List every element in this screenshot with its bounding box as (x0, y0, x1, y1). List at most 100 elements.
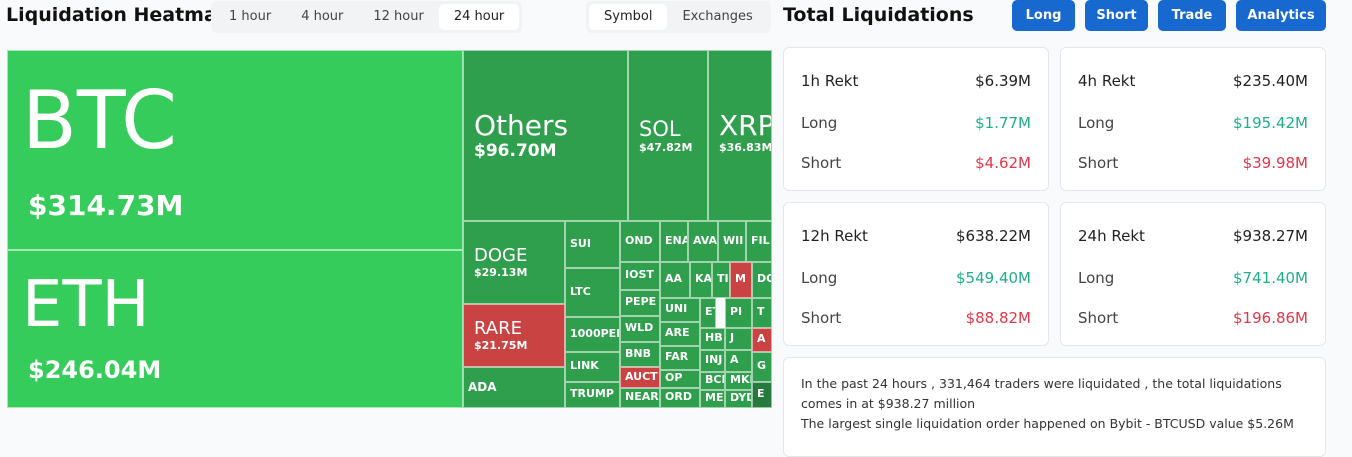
tile: OND (620, 221, 660, 262)
heatmap-title: Liquidation Heatmap (6, 4, 231, 26)
tile: FAR (660, 346, 700, 370)
tile-label: DOGE (474, 245, 528, 267)
time-tab-selected[interactable]: 24 hour (438, 4, 520, 30)
tile-label: OND (625, 233, 653, 247)
tile: ADA (463, 367, 565, 408)
tile: KA (690, 262, 712, 298)
tile: AVA (688, 221, 718, 262)
tile-label: PI (730, 305, 743, 318)
tile: A (752, 328, 772, 352)
stat-label: Long (1078, 269, 1115, 287)
tile-value: $47.82M (639, 140, 693, 154)
tile: TI (712, 262, 730, 298)
stat-row: Short $4.62M (801, 154, 1031, 172)
tile: DYD (725, 390, 752, 408)
stat-value: $88.82M (965, 309, 1031, 327)
tile: FIL (746, 221, 772, 262)
tile-value: $246.04M (28, 356, 162, 385)
tile: XRP $36.83M (708, 50, 772, 221)
tile-label: ORD (665, 390, 692, 403)
stat-label: Short (801, 154, 842, 172)
tile: DOGE $29.13M (463, 221, 565, 304)
tile: T (752, 298, 772, 328)
tile-value: $314.73M (28, 189, 184, 223)
button[interactable]: Long (1012, 0, 1075, 31)
tile: G (752, 352, 772, 382)
stat-value: $638.22M (956, 227, 1031, 245)
tile: SUI (565, 221, 620, 268)
tile-value: $21.75M (474, 338, 528, 352)
button[interactable]: Analytics (1236, 0, 1326, 31)
tile: J (725, 328, 752, 350)
tile-label: IOST (625, 268, 654, 281)
stat-row: Short $88.82M (801, 309, 1031, 327)
tile: E (752, 382, 772, 408)
tile: INJ (700, 350, 725, 372)
tile-label: MKR (730, 373, 751, 386)
time-tab[interactable]: 1 hour (229, 9, 272, 24)
tile-label: KA (695, 272, 712, 285)
stat-row: Short $39.98M (1078, 154, 1308, 172)
tile: 1000PEPE (565, 317, 620, 352)
tile-label: TRUMP (570, 387, 614, 400)
tile-label: BTC (22, 74, 177, 167)
stat-row: 24h Rekt $938.27M (1078, 227, 1308, 245)
tile-label: BNB (625, 346, 651, 360)
tile-label: XRP (719, 108, 772, 142)
button[interactable]: Short (1085, 0, 1148, 31)
stat-value: $235.40M (1233, 72, 1308, 90)
stat-label: 12h Rekt (801, 227, 868, 245)
tile-label: WLD (625, 321, 654, 334)
stat-value: $6.39M (975, 72, 1031, 90)
tile: TRUMP (565, 382, 620, 408)
tile: WII (718, 221, 746, 262)
tile: NEAR (620, 388, 660, 408)
tile-label: Others (474, 108, 569, 142)
tile: A (725, 350, 752, 372)
tile-label: FAR (665, 350, 689, 363)
tile: M (730, 262, 752, 298)
tile-value: $96.70M (474, 140, 557, 161)
tile-label: AVA (693, 233, 718, 247)
stat-value: $196.86M (1233, 309, 1308, 327)
tile-label: RARE (474, 318, 522, 340)
tile-label: WII (723, 233, 744, 247)
tile-label: DO (757, 272, 771, 285)
button[interactable]: Trade (1158, 0, 1226, 31)
stat-label: 4h Rekt (1078, 72, 1136, 90)
tile-label: INJ (705, 353, 723, 366)
stat-value: $4.62M (975, 154, 1031, 172)
tile-label: LINK (570, 359, 599, 372)
time-tab[interactable]: 4 hour (301, 9, 344, 24)
tile: LINK (565, 352, 620, 382)
tile-label: DYD (730, 391, 751, 404)
tile-label: A (757, 332, 766, 345)
tile-label: ARE (665, 326, 690, 339)
view-tabs: Symbol Exchanges (586, 1, 771, 33)
time-tab[interactable]: 12 hour (373, 9, 424, 24)
heatmap: BTC $314.73M ETH $246.04M Others $96.70M SOL $4… (7, 50, 772, 408)
stat-label: 1h Rekt (801, 72, 859, 90)
tile: PI (725, 298, 752, 328)
view-tab-selected[interactable]: Symbol (589, 4, 668, 30)
stat-label: Short (1078, 154, 1119, 172)
stat-value: $195.42M (1233, 114, 1308, 132)
tile-label: T (757, 305, 765, 318)
stat-value: $549.40M (956, 269, 1031, 287)
tile-label: ENA (665, 233, 688, 247)
tile: MKR (725, 372, 752, 390)
tile-label: SOL (639, 116, 681, 141)
tile: UNI (660, 298, 700, 322)
stat-row: Short $196.86M (1078, 309, 1308, 327)
tile: HB (700, 328, 725, 350)
tile-label: NEAR (625, 390, 659, 403)
view-tab[interactable]: Exchanges (682, 9, 753, 24)
tile-value: $29.13M (474, 265, 528, 279)
stat-card: 12h Rekt $638.22M Long $549.40M Short $88.82M (783, 202, 1049, 346)
panel-title: Total Liquidations (783, 4, 974, 26)
tile: OP (660, 370, 700, 388)
stat-card: 1h Rekt $6.39M Long $1.77M Short $4.62M (783, 47, 1049, 191)
page: {"header": {"title": "Liquidation Heatma… (6, 0, 1326, 457)
stat-label: Long (1078, 114, 1115, 132)
stat-value: $938.27M (1233, 227, 1308, 245)
